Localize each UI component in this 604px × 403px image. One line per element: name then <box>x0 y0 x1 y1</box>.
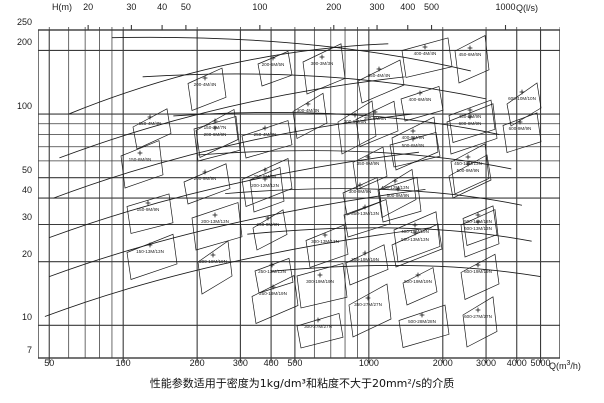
pump-model-label: 600-9M/9N <box>509 126 532 131</box>
y-axis-title: H(m) <box>52 2 72 12</box>
pump-model-label: 600-19M/19N <box>464 269 492 274</box>
pump-model-label: 250-13M/13N <box>258 269 286 274</box>
pump-model-label: 150-6M/6N <box>129 157 152 162</box>
x-tick-bottom: 500 <box>287 358 303 368</box>
pump-model-label: 500-18M/18N <box>464 219 492 224</box>
y-tick: 30 <box>21 211 32 222</box>
x-axis-bottom-title-pre: Q(m <box>549 361 567 371</box>
pump-model-label: 400-12M/13N <box>381 185 409 190</box>
pump-model-label: 400-9M/9N <box>402 135 425 140</box>
x-tick-top: 400 <box>400 2 416 12</box>
chart-canvas: 200-5M/5N 200-4M/4N 300-3M/3N 350-4M/4N 400-… <box>38 25 560 363</box>
x-tick-top: 40 <box>157 2 168 12</box>
y-tick: 100 <box>16 101 32 112</box>
pump-model-label: 500-19M/19N <box>404 279 432 284</box>
pump-model-label: 350-6M/6N <box>364 116 387 121</box>
y-tick: 10 <box>21 312 32 323</box>
x-axis-bottom-title-post: /h) <box>570 361 581 371</box>
pump-model-label: 300-9M/9N <box>349 189 372 194</box>
pump-model-label: 300-27M/27N <box>304 324 332 329</box>
pump-model-label: 300-13M/13N <box>311 239 339 244</box>
pump-model-label: 400-4M/4N <box>414 51 437 56</box>
x-tick-top: 20 <box>83 2 94 12</box>
x-tick-top: 1000 <box>495 2 516 12</box>
x-tick-bottom: 300 <box>232 358 248 368</box>
pump-model-label: 500-13M/13N <box>401 237 429 242</box>
y-tick: 7 <box>26 345 32 355</box>
x-axis-bottom-title: Q(m3/h) <box>549 360 581 371</box>
pump-model-label: 400-6M/6N <box>409 97 432 102</box>
pump-model-label: 600-27M/27N <box>464 314 492 319</box>
pump-model-label: 250-6M/6N <box>254 174 277 179</box>
pump-model-label: 250-9M/9N <box>257 222 280 227</box>
pump-model-label: 400-19M/19N <box>401 229 429 234</box>
pump-model-label: 200-13M/13N <box>201 219 229 224</box>
pump-model-label: 300-6M/6N <box>344 119 367 124</box>
pump-model-label: 200-6M/6N <box>204 132 227 137</box>
pump-model-label: 150-13M/13N <box>136 249 164 254</box>
pump-model-label: 500-9M/9N <box>457 168 480 173</box>
pump-model-label: 200-9M/9N <box>194 176 217 181</box>
x-tick-bottom: 3000 <box>476 358 497 368</box>
pump-model-label: 450-13M/13N <box>454 161 482 166</box>
x-tick-top: 30 <box>126 2 137 12</box>
pump-model-label: 250-4M/4N <box>254 132 277 137</box>
pump-model-label: 200-12M/12N <box>251 183 279 188</box>
x-tick-bottom: 5000 <box>530 358 551 368</box>
pump-model-label: 200-19M/19N <box>199 259 227 264</box>
pump-model-label: 450-6M/6N <box>459 52 482 57</box>
pump-model-label: 450-9M/9N <box>459 114 482 119</box>
y-tick: 40 <box>21 185 32 196</box>
pump-model-label: 350-19M/19N <box>351 257 379 262</box>
y-tick: 250 <box>16 17 32 27</box>
pump-model-label: 300-4M/4N <box>297 108 320 113</box>
pump-model-label: 350-13M/13N <box>351 211 379 216</box>
x-tick-bottom: 4000 <box>506 358 527 368</box>
pump-model-label: 300-3M/3N <box>311 61 334 66</box>
pump-model-label: 200-4M/4N <box>194 82 217 87</box>
x-tick-bottom: 100 <box>115 358 131 368</box>
pump-model-label: 500-9M/9N <box>387 193 410 198</box>
pump-model-label: 500-28M/28N <box>408 319 436 324</box>
chart-caption: 性能参数适用于密度为1kg/dm³和粘度不大于20mm²/s的介质 <box>149 377 455 390</box>
y-tick: 50 <box>21 164 32 175</box>
x-tick-top: 50 <box>180 2 191 12</box>
x-tick-bottom: 50 <box>44 358 55 368</box>
pump-model-label: 200-5M/5N <box>262 62 285 67</box>
pump-model-label: 250-19M/19N <box>259 291 287 296</box>
y-tick: 200 <box>16 37 32 48</box>
pump-model-label: 600-10M/10N <box>508 96 536 101</box>
x-tick-bottom: 200 <box>189 358 205 368</box>
x-tick-top: 200 <box>326 2 342 12</box>
pump-model-label: 150-4M/4N <box>139 121 162 126</box>
x-axis-bottom-title-sup: 3 <box>566 360 571 367</box>
pump-model-label: 150-7M/7N <box>204 125 227 130</box>
pump-model-label: 500-6M/6N <box>402 143 425 148</box>
x-tick-top: 100 <box>252 2 268 12</box>
x-axis-top-title: Q(l/s) <box>516 3 538 13</box>
x-tick-bottom: 1000 <box>358 358 379 368</box>
x-tick-bottom: 400 <box>263 358 279 368</box>
plot-area: 200-5M/5N 200-4M/4N 300-3M/3N 350-4M/4N 400-… <box>38 22 560 363</box>
pump-model-label: 350-9M/9N <box>357 161 380 166</box>
x-tick-top: 500 <box>424 2 440 12</box>
pump-model-label: 300-19M/19N <box>306 279 334 284</box>
x-tick-bottom: 2000 <box>432 358 453 368</box>
pump-model-label: 350-27M/27N <box>354 302 382 307</box>
x-tick-top: 300 <box>369 2 385 12</box>
y-tick: 20 <box>21 248 32 259</box>
pump-model-label: 600-9M/9N <box>459 121 482 126</box>
pump-model-label: 600-13M/13N <box>464 226 492 231</box>
pump-model-label: 150-9M/9N <box>137 207 160 212</box>
pump-model-label: 350-4M/4N <box>368 73 391 78</box>
